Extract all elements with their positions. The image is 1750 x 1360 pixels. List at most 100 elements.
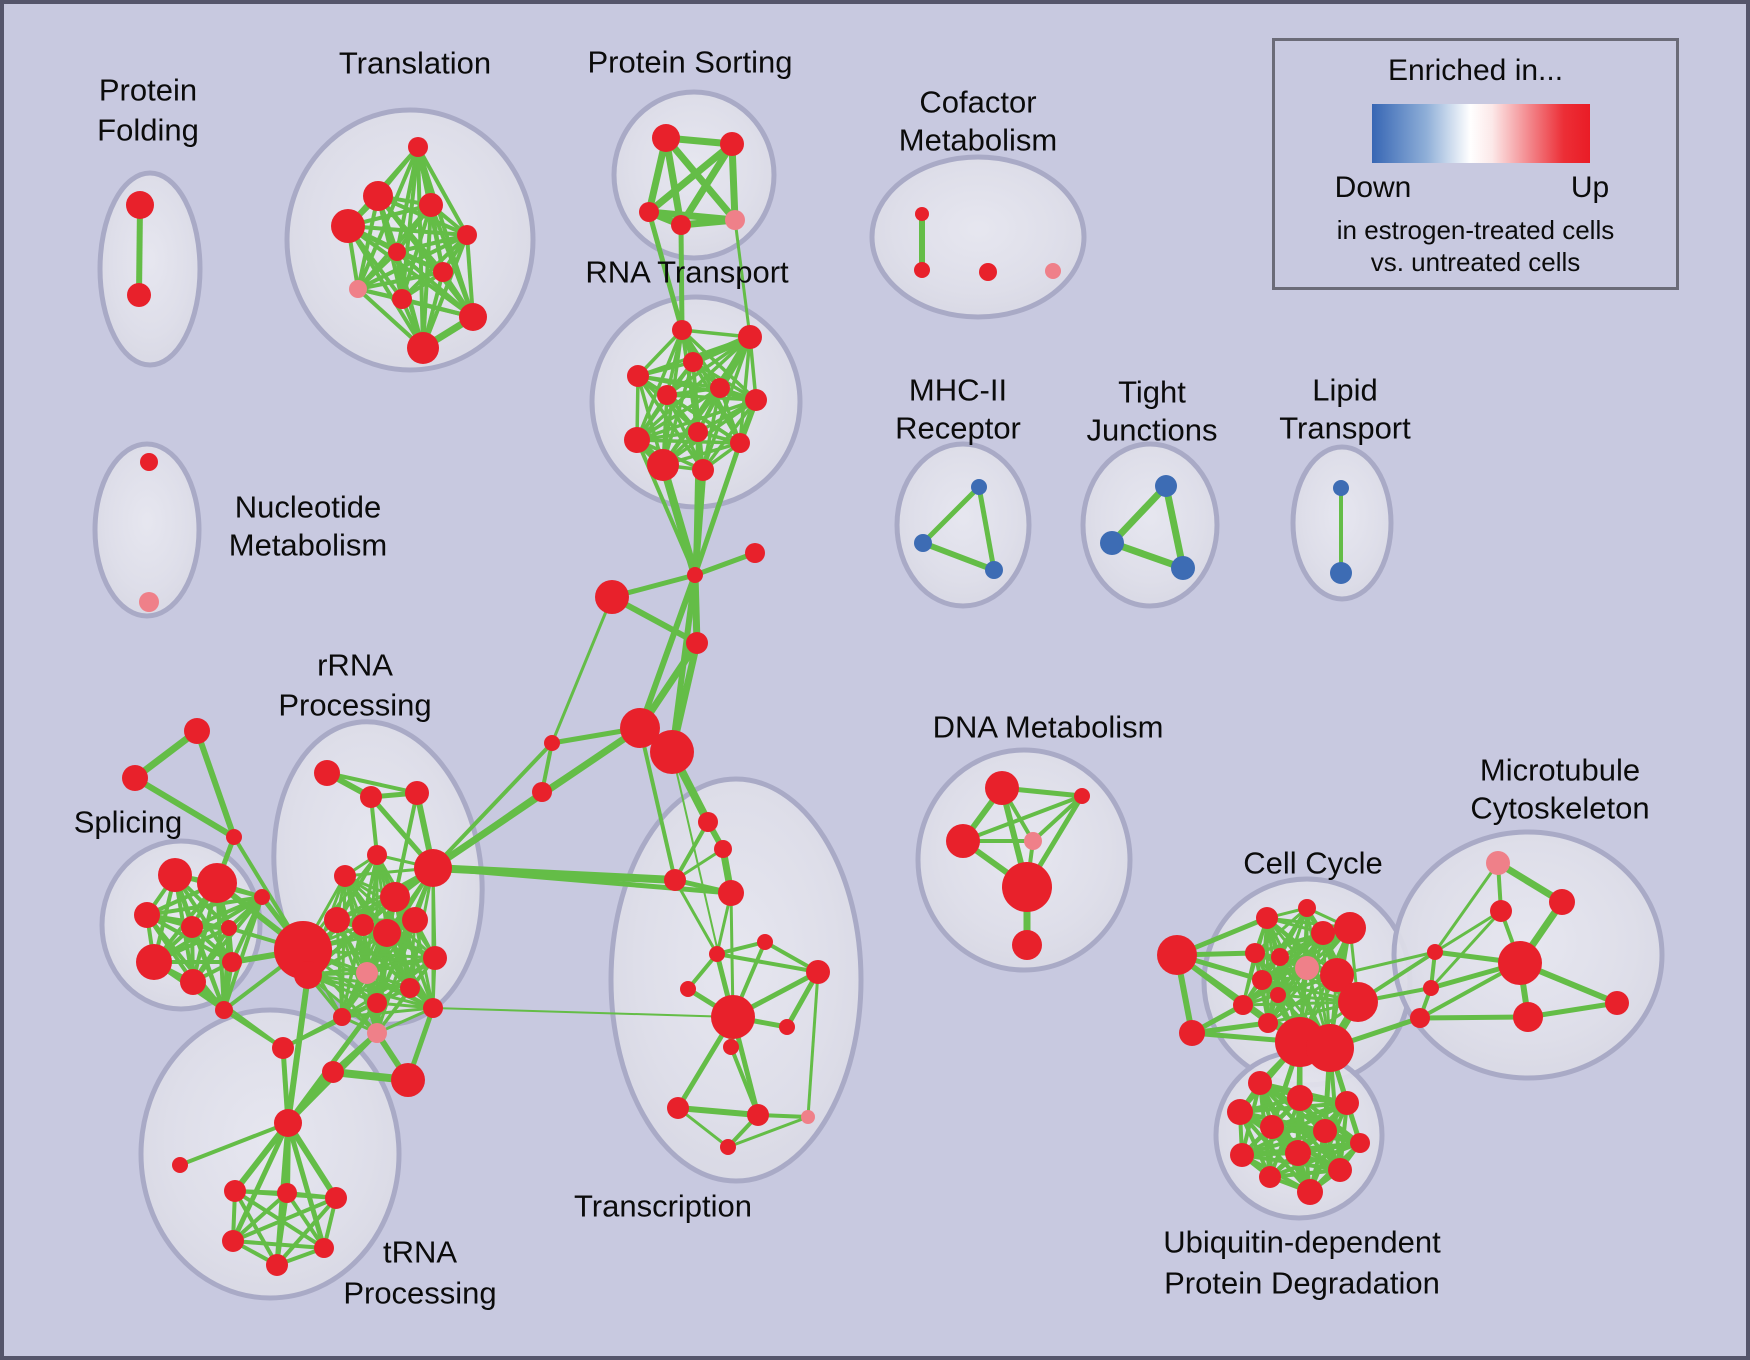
network-edge — [550, 596, 614, 744]
cluster-label-translation: Translation — [339, 46, 491, 81]
cluster-labels: Protein Folding Translation Protein Sorting… — [74, 45, 1650, 1311]
network-edge — [678, 142, 735, 227]
network-node-rt2 — [738, 325, 762, 349]
cluster-label-lipid-transport: Lipid — [1312, 373, 1378, 408]
network-edge — [1433, 862, 1500, 953]
network-edge — [347, 224, 468, 237]
network-edge — [432, 1007, 734, 1018]
network-node-u10 — [1328, 1158, 1352, 1182]
cluster-ellipse-nucleotide-metabolism — [92, 441, 202, 619]
network-node-r6 — [414, 849, 452, 887]
network-node-u8 — [1230, 1143, 1254, 1167]
network-node-r22 — [391, 1063, 425, 1097]
cluster-label-protein-folding: Folding — [97, 113, 199, 148]
network-node-r13 — [294, 961, 322, 989]
cluster-ellipse-cofactor-metabolism — [869, 154, 1087, 320]
network-edge — [693, 431, 700, 576]
network-node-u5 — [1260, 1115, 1284, 1139]
network-node-r3 — [405, 781, 429, 805]
network-node-mt4 — [1498, 941, 1542, 985]
network-node-x4 — [718, 880, 744, 906]
network-edge — [636, 398, 757, 442]
network-node-r12 — [274, 921, 332, 979]
network-edge — [738, 336, 752, 444]
legend-subtitle-line1: in estrogen-treated cells — [1336, 215, 1615, 245]
network-node-cc2 — [1179, 1020, 1205, 1046]
network-node-h — [274, 1109, 302, 1137]
network-edge — [666, 393, 757, 402]
cluster-label-cofactor-metabolism: Cofactor — [919, 85, 1036, 120]
network-edge — [716, 940, 766, 956]
network-edge — [635, 329, 684, 441]
network-node-m3 — [595, 580, 629, 614]
network-node-u7 — [1350, 1133, 1370, 1153]
network-node-x8 — [680, 981, 696, 997]
network-node-x1 — [698, 812, 718, 832]
network-edge — [393, 792, 419, 898]
network-node-cc11 — [1320, 958, 1354, 992]
cluster-ellipse-tight-junctions — [1080, 441, 1220, 609]
network-node-t3 — [419, 193, 443, 217]
network-edge — [636, 375, 705, 471]
cluster-label-rna-transport: RNA Transport — [585, 255, 789, 290]
network-node-b1 — [971, 479, 987, 495]
network-node-mt2 — [1549, 889, 1575, 915]
cluster-label-tight-junctions: Tight — [1118, 375, 1186, 410]
legend-gradient-bar — [1372, 104, 1590, 163]
network-node-x9 — [711, 995, 755, 1039]
network-node-d2 — [1074, 788, 1090, 804]
network-node-s4 — [181, 916, 203, 938]
network-edge — [179, 1121, 289, 1167]
network-node-s10 — [215, 1001, 233, 1019]
network-edge — [1110, 539, 1185, 572]
network-node-rt8 — [688, 422, 708, 442]
cluster-label-cofactor-metabolism: Metabolism — [899, 123, 1058, 158]
network-edge — [659, 463, 699, 577]
cluster-label-dna-metabolism: DNA Metabolism — [933, 710, 1164, 745]
network-node-r4 — [367, 845, 387, 865]
legend-up-label: Up — [1570, 171, 1610, 204]
network-node-cc13 — [1233, 995, 1253, 1015]
network-node-s5 — [254, 889, 270, 905]
network-node-tj3 — [1171, 556, 1195, 580]
network-node-t8 — [349, 280, 367, 298]
network-node-c1 — [915, 207, 929, 221]
network-node-m7 — [544, 735, 560, 751]
network-node-m6 — [650, 730, 694, 774]
network-node-r15 — [423, 946, 447, 970]
network-node-c2 — [914, 262, 930, 278]
network-edge — [729, 1046, 760, 1116]
network-node-u12 — [1297, 1179, 1323, 1205]
network-node-p2 — [720, 132, 744, 156]
network-node-cc3 — [1256, 907, 1278, 929]
network-node-k1 — [224, 1180, 246, 1202]
network-node-mt5 — [1513, 1002, 1543, 1032]
network-node-tj2 — [1100, 531, 1124, 555]
network-node-p1 — [652, 124, 680, 152]
network-node-x11 — [723, 1039, 739, 1055]
network-edge — [1162, 485, 1187, 569]
cluster-label-rrna-processing: rRNA — [317, 648, 393, 683]
network-edge — [231, 1191, 289, 1243]
network-node-r9 — [352, 914, 374, 936]
network-edge — [385, 932, 435, 1009]
network-node-rt9 — [624, 427, 650, 453]
network-edge — [962, 794, 1083, 843]
network-edge — [285, 1191, 326, 1250]
network-node-cc8 — [1271, 948, 1289, 966]
network-node-m8 — [532, 782, 552, 802]
network-edge — [1419, 1014, 1529, 1021]
network-node-mt3 — [1490, 900, 1512, 922]
network-node-u2 — [1287, 1085, 1313, 1111]
network-node-t6 — [388, 243, 406, 261]
network-node-iso — [172, 1157, 188, 1173]
network-node-x10 — [779, 1019, 795, 1035]
network-node-rt7 — [745, 389, 767, 411]
network-edge — [1434, 909, 1502, 954]
network-node-r8 — [324, 907, 350, 933]
network-node-s9 — [222, 952, 242, 972]
network-edge — [341, 1006, 434, 1019]
network-edge — [662, 137, 685, 226]
cluster-label-microtubule-cytoskeleton: Microtubule — [1480, 753, 1640, 788]
